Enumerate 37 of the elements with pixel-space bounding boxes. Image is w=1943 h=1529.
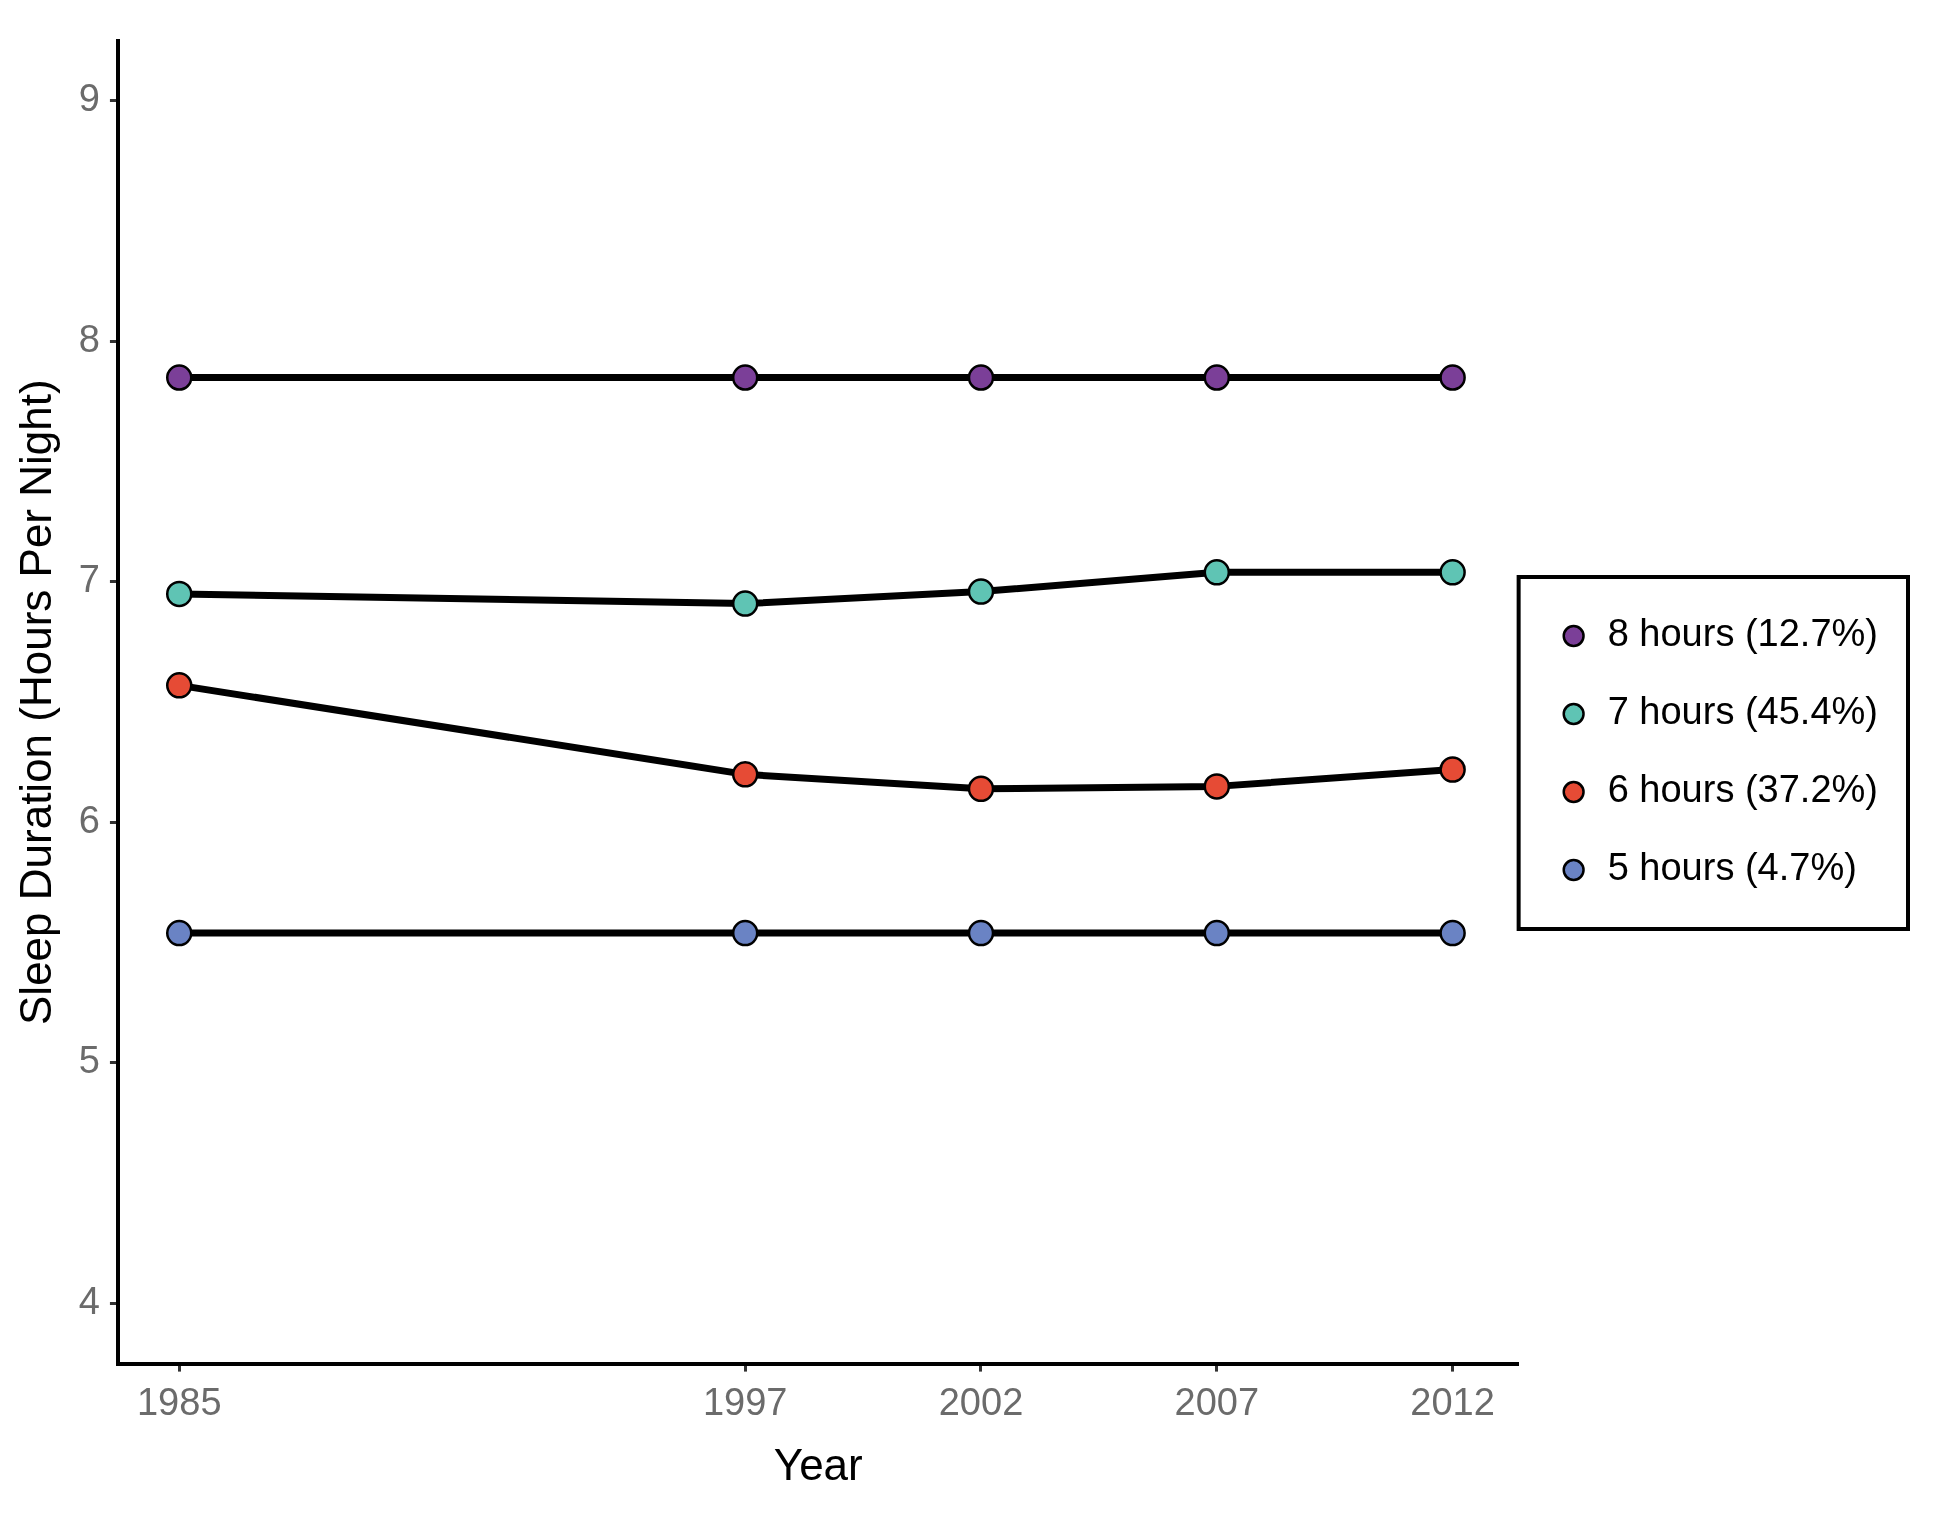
legend-label: 7 hours (45.4%) xyxy=(1607,690,1879,733)
x-tick-label: 2002 xyxy=(938,1380,1024,1423)
point xyxy=(1203,364,1231,391)
x-tick-label: 1985 xyxy=(136,1380,222,1423)
point xyxy=(1203,559,1231,586)
x-tick-label: 2012 xyxy=(1410,1380,1495,1423)
y-tick-label: 4 xyxy=(78,1279,100,1322)
point xyxy=(1203,919,1231,947)
y-tick-label: 8 xyxy=(78,317,100,360)
point xyxy=(731,364,759,391)
point xyxy=(967,919,995,947)
point xyxy=(165,580,193,608)
point xyxy=(967,578,995,605)
y-axis-title: Sleep Duration (Hours Per Night) xyxy=(10,379,60,1025)
point xyxy=(1439,919,1466,947)
x-tick-label: 1997 xyxy=(702,1380,788,1423)
point xyxy=(731,919,759,947)
point xyxy=(731,761,759,788)
point xyxy=(1439,364,1466,391)
point xyxy=(165,364,193,391)
y-tick-label: 6 xyxy=(78,798,100,841)
point xyxy=(165,672,193,699)
point xyxy=(165,919,193,947)
y-tick-label: 9 xyxy=(78,77,100,120)
legend-label: 5 hours (4.7%) xyxy=(1607,846,1857,889)
x-tick-label: 2007 xyxy=(1174,1380,1260,1423)
x-axis-title: Year xyxy=(773,1439,863,1489)
point xyxy=(967,775,995,803)
point xyxy=(1203,773,1231,800)
point xyxy=(731,590,759,617)
legend-label: 6 hours (37.2%) xyxy=(1607,768,1879,811)
point xyxy=(967,364,995,391)
legend-label: 8 hours (12.7%) xyxy=(1607,612,1879,655)
point xyxy=(1439,756,1466,783)
y-tick-label: 5 xyxy=(78,1039,100,1082)
y-tick-label: 7 xyxy=(78,558,100,601)
point xyxy=(1439,559,1466,586)
